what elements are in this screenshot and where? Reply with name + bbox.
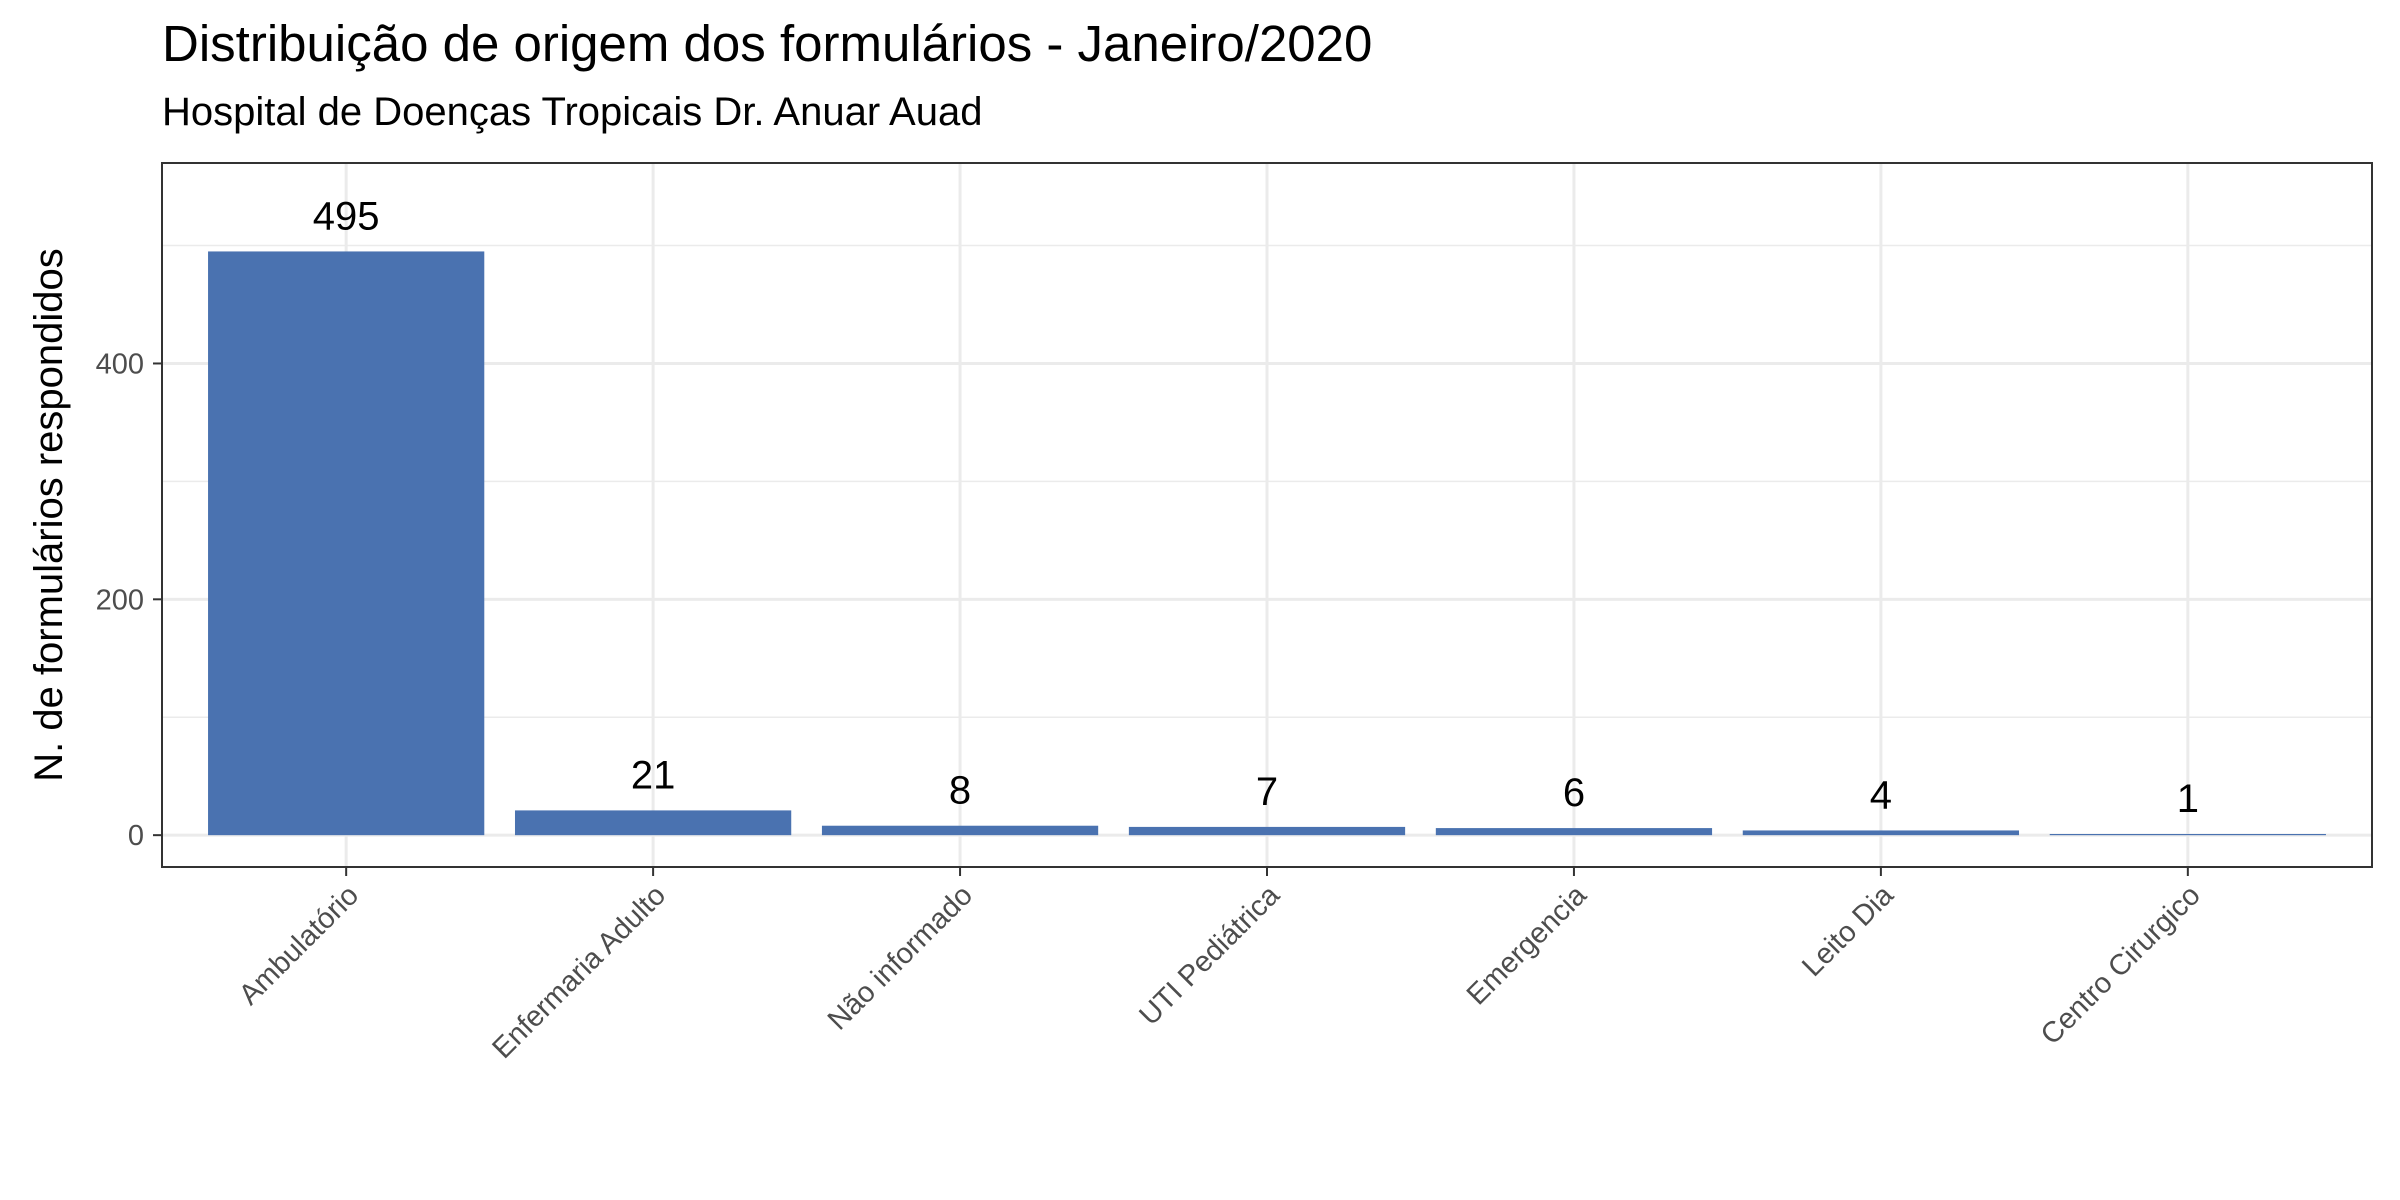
x-tick-label: Emergencia <box>1461 879 1594 1012</box>
bar <box>1128 826 1406 836</box>
x-tick-label: UTI Pediátrica <box>1133 879 1286 1032</box>
data-label: 8 <box>949 769 971 813</box>
bar <box>514 810 792 836</box>
y-tick-label: 200 <box>96 584 144 616</box>
grid-layer <box>162 163 2372 867</box>
data-label: 4 <box>1870 773 1892 817</box>
x-tick-label: Centro Cirurgico <box>2035 879 2207 1051</box>
bar <box>1742 830 2020 836</box>
x-tick-label: Ambulatório <box>233 879 365 1011</box>
y-axis-label: N. de formulários respondidos <box>27 248 71 782</box>
bars-layer: 495 21 8 7 6 4 1 <box>208 194 2326 836</box>
bar <box>1435 828 1713 836</box>
x-tick-label: Não informado <box>822 879 979 1036</box>
chart-subtitle: Hospital de Doenças Tropicais Dr. Anuar … <box>162 90 983 134</box>
data-label: 495 <box>313 194 380 238</box>
y-tick-label: 400 <box>96 348 144 380</box>
x-tick-label: Enfermaria Adulto <box>486 879 672 1065</box>
data-label: 7 <box>1256 770 1278 814</box>
data-label: 1 <box>2177 777 2199 821</box>
bar <box>208 251 485 836</box>
data-label: 21 <box>631 753 676 797</box>
y-tick-label: 0 <box>128 820 144 852</box>
data-label: 6 <box>1563 771 1585 815</box>
x-tick-label: Leito Dia <box>1796 879 1900 983</box>
bar <box>821 825 1099 836</box>
bar <box>2049 833 2326 836</box>
chart-title: Distribuição de origem dos formulários -… <box>162 15 1373 72</box>
